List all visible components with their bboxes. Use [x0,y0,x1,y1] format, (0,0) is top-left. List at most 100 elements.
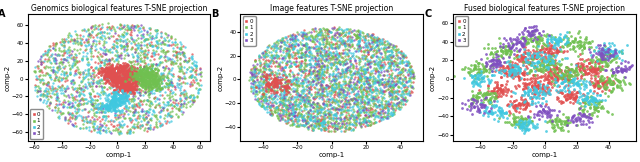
Point [282,62,292,65]
Point [373,89,383,92]
Point [378,90,388,93]
Point [303,112,314,114]
Point [122,88,132,90]
Point [402,64,412,66]
Point [535,63,545,66]
Point [307,53,317,56]
Point [406,85,417,87]
Point [70,122,80,124]
Point [472,97,482,100]
Point [312,113,323,115]
Point [157,41,168,44]
Point [594,87,604,89]
Point [364,102,374,104]
Point [367,108,378,111]
Point [119,94,129,97]
Point [575,104,586,107]
Point [118,123,129,125]
Point [271,60,281,62]
Point [521,86,531,89]
Point [589,69,599,72]
Point [322,94,332,97]
Point [116,79,127,82]
Point [520,39,530,41]
Point [313,62,323,65]
Point [505,49,515,52]
Point [310,79,320,81]
Point [330,60,340,63]
Point [575,68,585,71]
Point [534,91,544,94]
Point [35,81,45,83]
Point [100,70,111,73]
Point [362,34,372,36]
Point [258,80,268,82]
Point [289,120,299,122]
Point [139,99,149,102]
Point [353,41,363,44]
Point [250,81,260,84]
Point [124,105,134,108]
Point [303,121,313,124]
Point [257,52,268,54]
Point [568,79,579,82]
Point [70,114,81,117]
Point [312,69,322,72]
Point [486,90,497,93]
Point [112,86,122,89]
Point [140,74,150,76]
Point [140,66,150,69]
Point [295,77,305,79]
Point [559,80,570,82]
Point [301,97,311,99]
Point [530,54,540,56]
Point [50,77,60,80]
Point [179,54,189,57]
Point [136,34,146,36]
Point [153,82,163,84]
Point [154,79,164,81]
Point [517,31,527,34]
Point [532,40,542,43]
Point [166,89,176,92]
Point [124,131,134,133]
Point [545,66,555,68]
Point [359,100,369,103]
Point [515,40,525,43]
Point [566,74,577,77]
Point [255,63,265,66]
Point [111,76,121,79]
Point [132,58,143,60]
Point [376,41,387,44]
Point [310,35,320,38]
Point [473,107,483,110]
Point [163,79,173,81]
Point [490,92,500,94]
Point [563,94,573,97]
Point [96,48,106,51]
Point [394,105,404,108]
Point [586,46,596,49]
Point [353,105,364,108]
Point [145,70,155,73]
Point [484,100,495,103]
Point [124,92,134,95]
Point [144,91,154,94]
Point [176,67,186,70]
Point [106,25,116,27]
Point [330,102,340,104]
Point [287,48,297,50]
Point [275,111,285,114]
Point [60,117,70,120]
Point [122,73,132,76]
Point [627,64,637,66]
Point [490,97,500,100]
Point [30,86,40,88]
Point [284,55,294,58]
Point [493,59,504,62]
Point [86,81,96,84]
Point [367,96,378,99]
Point [542,66,552,69]
Point [153,82,163,85]
Point [95,52,105,55]
